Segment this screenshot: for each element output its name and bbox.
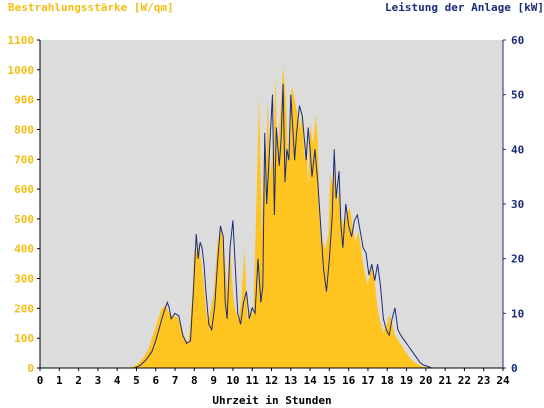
y-left-tick-label: 0: [27, 362, 34, 375]
power-line: [40, 83, 503, 369]
x-tick-label: 13: [284, 374, 297, 387]
y-right-tick-label: 50: [511, 89, 524, 102]
y-right-tick-label: 0: [511, 362, 518, 375]
left-axis-title: Bestrahlungsstärke [W/qm]: [8, 1, 174, 14]
x-tick-label: 19: [400, 374, 413, 387]
irradiance-area: [40, 66, 503, 368]
x-tick-label: 3: [95, 374, 102, 387]
x-tick-label: 20: [419, 374, 432, 387]
y-left-tick-label: 200: [14, 302, 34, 315]
x-tick-label: 0: [37, 374, 44, 387]
right-axis-title: Leistung der Anlage [kW]: [385, 1, 544, 14]
x-tick-label: 6: [152, 374, 159, 387]
x-tick-label: 24: [496, 374, 510, 387]
x-tick-label: 8: [191, 374, 198, 387]
y-left-tick-label: 100: [14, 332, 34, 345]
y-right-tick-label: 10: [511, 307, 524, 320]
x-tick-label: 22: [458, 374, 471, 387]
x-tick-label: 10: [226, 374, 239, 387]
x-axis-label: Uhrzeit in Stunden: [212, 394, 332, 407]
x-tick-label: 9: [210, 374, 217, 387]
x-tick-label: 11: [246, 374, 260, 387]
x-tick-label: 23: [477, 374, 490, 387]
y-left-tick-label: 300: [14, 273, 34, 286]
x-tick-label: 17: [361, 374, 374, 387]
y-left-tick-label: 900: [14, 94, 34, 107]
x-tick-label: 1: [56, 374, 63, 387]
x-tick-label: 5: [133, 374, 140, 387]
y-left-tick-label: 1100: [8, 34, 35, 47]
x-tick-label: 7: [172, 374, 179, 387]
x-tick-label: 16: [342, 374, 356, 387]
y-left-tick-label: 400: [14, 243, 34, 256]
x-tick-label: 15: [323, 374, 336, 387]
x-tick-label: 21: [439, 374, 453, 387]
y-left-tick-label: 800: [14, 123, 34, 136]
y-left-tick-label: 1000: [8, 64, 35, 77]
y-left-tick-label: 700: [14, 153, 34, 166]
x-tick-label: 2: [75, 374, 82, 387]
y-right-tick-label: 60: [511, 34, 524, 47]
y-right-tick-label: 20: [511, 253, 524, 266]
y-left-tick-label: 500: [14, 213, 34, 226]
y-right-tick-label: 30: [511, 198, 524, 211]
y-right-tick-label: 40: [511, 143, 524, 156]
x-tick-label: 14: [303, 374, 317, 387]
x-tick-label: 12: [265, 374, 278, 387]
x-tick-label: 4: [114, 374, 121, 387]
y-left-tick-label: 600: [14, 183, 34, 196]
x-tick-label: 18: [381, 374, 394, 387]
